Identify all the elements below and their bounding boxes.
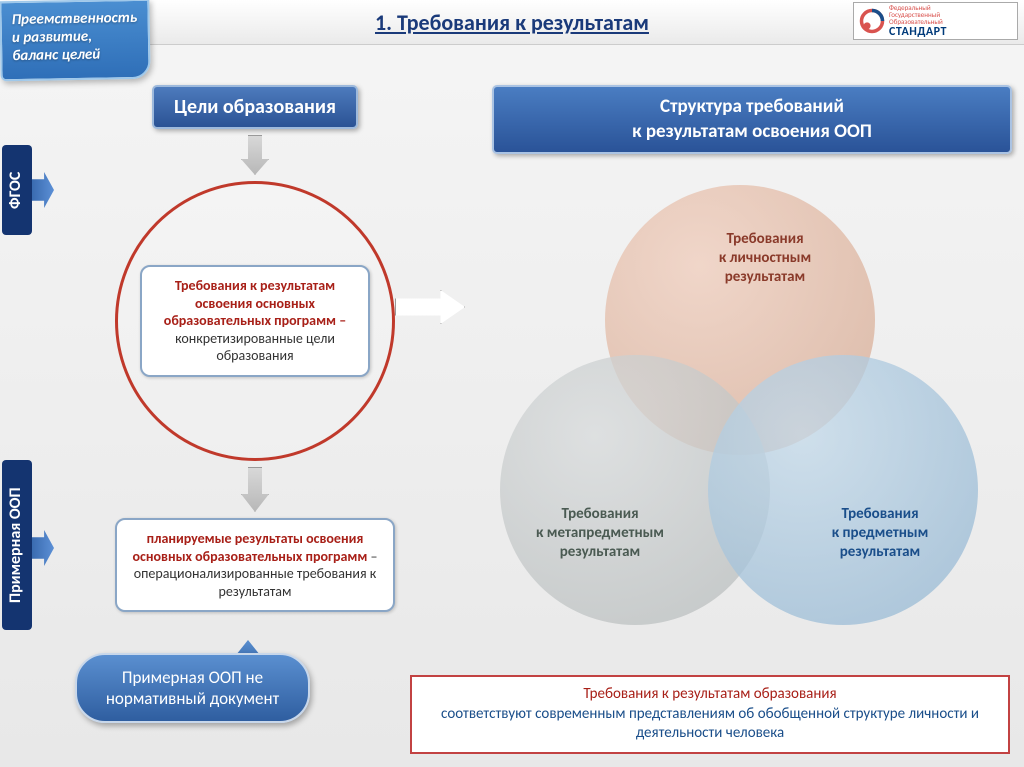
down-arrow-icon	[241, 467, 269, 512]
corner-tag: Преемственность и развитие, баланс целей	[0, 0, 151, 81]
venn-circle-subject	[708, 355, 978, 625]
left-header: Цели образования	[152, 85, 358, 129]
right-column: Структура требований к результатам освое…	[492, 85, 1012, 154]
logo-icon	[858, 7, 886, 35]
circle-1-box: Требования к результатам освоения основн…	[140, 265, 370, 377]
venn-label-subject: Требования к предметным результатам	[800, 505, 960, 561]
side-arrow-1	[32, 172, 54, 208]
side-tab-fgos: ФГОС	[2, 145, 32, 235]
callout-oop: Примерная ООП не нормативный документ	[75, 653, 310, 723]
bottom-note: Требования к результатам образования соо…	[410, 675, 1010, 754]
bottom-blue: соответствуют современным представлениям…	[441, 705, 979, 743]
bottom-red: Требования к результатам образования	[583, 685, 836, 703]
circle-1-red: Требования к результатам освоения основн…	[164, 277, 346, 329]
logo-standard: Федеральный Государственный Образователь…	[853, 2, 1018, 40]
logo-small-text: Федеральный Государственный Образователь…	[889, 4, 947, 25]
right-header-l2: к результатам освоения ООП	[508, 120, 996, 145]
slide-title: 1. Требования к результатам	[375, 9, 649, 36]
venn-label-personal: Требования к личностным результатам	[685, 230, 845, 286]
side-tab-oop: Примерная ООП	[2, 460, 32, 630]
circle-2-red: планируемые результаты освоения основных…	[132, 530, 367, 565]
logo-big-text: СТАНДАРТ	[889, 25, 947, 39]
venn-diagram: Требования к личностным результатам Треб…	[460, 185, 1020, 625]
circle-2-box: планируемые результаты освоения основных…	[115, 518, 395, 612]
left-column: Цели образования Требования к результата…	[70, 85, 440, 612]
right-header: Структура требований к результатам освое…	[492, 85, 1012, 154]
circle-1-rest: конкретизированные цели образования	[175, 330, 335, 365]
side-arrow-2	[32, 530, 54, 566]
down-arrow-icon	[241, 135, 269, 175]
circle-1: Требования к результатам освоения основн…	[115, 181, 395, 461]
right-header-l1: Структура требований	[508, 95, 996, 120]
venn-label-meta: Требования к метапредметным результатам	[520, 505, 680, 561]
